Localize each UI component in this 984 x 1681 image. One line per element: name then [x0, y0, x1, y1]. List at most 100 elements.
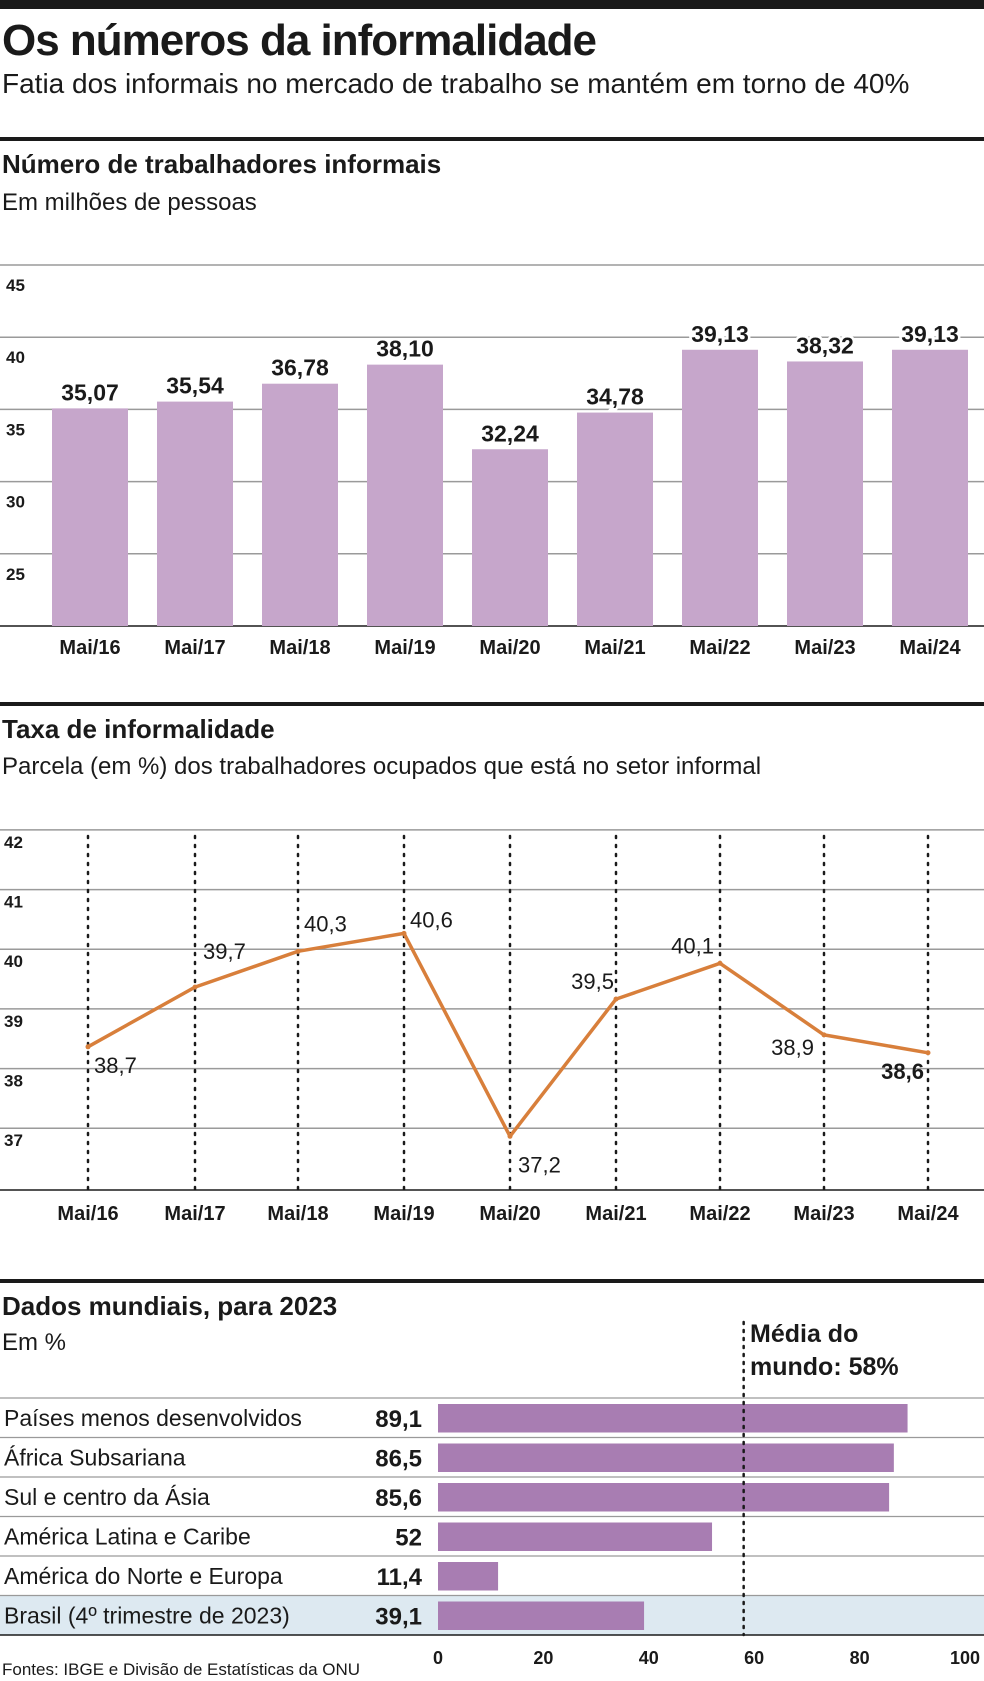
world-average-label-line1: Média do	[750, 1320, 859, 1348]
series-point	[507, 1133, 513, 1139]
y-tick-label: 40	[4, 952, 23, 971]
world-average-label: Média do mundo: 58%	[750, 1318, 899, 1384]
section-rule-3	[0, 1279, 984, 1283]
row-label: África Subsariana	[4, 1445, 186, 1471]
bar-value-label: 35,54	[166, 373, 224, 399]
world-chart-subtitle: Em %	[2, 1329, 67, 1356]
x-tick-label: Mai/22	[689, 637, 750, 659]
x-tick-label: 20	[533, 1648, 553, 1668]
row-value-label: 86,5	[375, 1446, 422, 1473]
bar	[438, 1601, 645, 1630]
bar-value-label: 39,13	[691, 321, 749, 347]
y-tick-label: 25	[6, 565, 25, 584]
bar	[892, 349, 968, 626]
x-tick-label: 0	[433, 1648, 443, 1668]
bar	[438, 1443, 894, 1472]
bar-chart-title: Número de trabalhadores informais	[2, 149, 442, 179]
bar	[262, 383, 338, 626]
point-value-label: 39,7	[203, 939, 246, 964]
point-value-label: 40,3	[304, 911, 347, 936]
bar	[157, 401, 233, 626]
bar-value-label: 35,07	[61, 379, 119, 405]
bar	[367, 364, 443, 626]
x-tick-label: Mai/17	[164, 637, 225, 659]
x-tick-label: Mai/19	[373, 1203, 434, 1225]
top-rule	[0, 0, 984, 9]
series-point	[401, 930, 407, 936]
section-rule-2	[0, 702, 984, 706]
row-value-label: 39,1	[375, 1604, 422, 1631]
point-value-label: 37,2	[518, 1152, 561, 1177]
bar-value-label: 36,78	[271, 355, 329, 381]
x-tick-label: 40	[639, 1648, 659, 1668]
row-label: Sul e centro da Ásia	[4, 1484, 210, 1510]
x-tick-label: Mai/16	[59, 637, 120, 659]
x-tick-label: Mai/21	[585, 1203, 646, 1225]
series-point	[85, 1044, 91, 1050]
bar-value-label: 32,24	[481, 420, 539, 446]
page-subtitle: Fatia dos informais no mercado de trabal…	[2, 68, 910, 99]
line-chart-subtitle: Parcela (em %) dos trabalhadores ocupado…	[2, 753, 762, 780]
bar-value-label: 39,13	[901, 321, 959, 347]
x-tick-label: Mai/23	[793, 1203, 854, 1225]
y-tick-label: 40	[6, 348, 25, 367]
x-tick-label: Mai/21	[584, 637, 645, 659]
point-value-label: 38,7	[94, 1053, 137, 1078]
line-chart-title: Taxa de informalidade	[2, 714, 275, 744]
x-tick-label: Mai/24	[897, 1203, 959, 1225]
bar-value-label: 38,10	[376, 336, 434, 362]
x-tick-label: Mai/16	[57, 1203, 118, 1225]
source-note: Fontes: IBGE e Divisão de Estatísticas d…	[2, 1660, 361, 1679]
bar-chart-subtitle: Em milhões de pessoas	[2, 189, 257, 216]
series-point	[717, 960, 723, 966]
x-tick-label: 100	[950, 1648, 980, 1668]
x-tick-label: 80	[850, 1648, 870, 1668]
world-average-label-line2: mundo: 58%	[750, 1353, 899, 1381]
y-tick-label: 35	[6, 420, 25, 439]
x-tick-label: 60	[744, 1648, 764, 1668]
x-tick-label: Mai/20	[479, 1203, 540, 1225]
bar	[682, 349, 758, 626]
bar	[438, 1404, 908, 1433]
series-point	[821, 1032, 827, 1038]
series-point	[295, 948, 301, 954]
x-tick-label: Mai/19	[374, 637, 435, 659]
row-label: América do Norte e Europa	[4, 1563, 283, 1589]
y-tick-label: 42	[4, 833, 23, 852]
row-value-label: 89,1	[375, 1406, 422, 1433]
row-label: Brasil (4º trimestre de 2023)	[4, 1603, 290, 1629]
x-tick-label: Mai/18	[267, 1203, 328, 1225]
point-value-label: 39,5	[571, 969, 614, 994]
bar	[472, 449, 548, 626]
y-tick-label: 37	[4, 1131, 23, 1150]
series-point	[925, 1050, 931, 1056]
y-tick-label: 38	[4, 1072, 23, 1091]
y-tick-label: 39	[4, 1012, 23, 1031]
bar	[52, 408, 128, 626]
y-tick-label: 45	[6, 276, 25, 295]
y-tick-label: 30	[6, 493, 25, 512]
x-tick-label: Mai/22	[689, 1203, 750, 1225]
bar	[438, 1562, 499, 1591]
page-title: Os números da informalidade	[2, 16, 597, 65]
point-value-label: 40,1	[671, 933, 714, 958]
point-value-label: 40,6	[410, 907, 453, 932]
x-tick-label: Mai/18	[269, 637, 330, 659]
series-point	[613, 996, 619, 1002]
y-tick-label: 41	[4, 893, 23, 912]
row-value-label: 85,6	[375, 1485, 422, 1512]
point-value-label: 38,6	[881, 1059, 924, 1084]
row-value-label: 11,4	[377, 1564, 423, 1591]
row-value-label: 52	[395, 1525, 422, 1552]
world-chart-title: Dados mundiais, para 2023	[2, 1291, 338, 1321]
x-tick-label: Mai/23	[794, 637, 855, 659]
row-label: Países menos desenvolvidos	[4, 1405, 302, 1431]
bar	[577, 412, 653, 626]
bar-value-label: 38,32	[796, 332, 854, 358]
x-tick-label: Mai/20	[479, 637, 540, 659]
bar	[438, 1483, 890, 1512]
bar	[787, 361, 863, 626]
bar	[438, 1522, 713, 1551]
x-tick-label: Mai/24	[899, 637, 961, 659]
